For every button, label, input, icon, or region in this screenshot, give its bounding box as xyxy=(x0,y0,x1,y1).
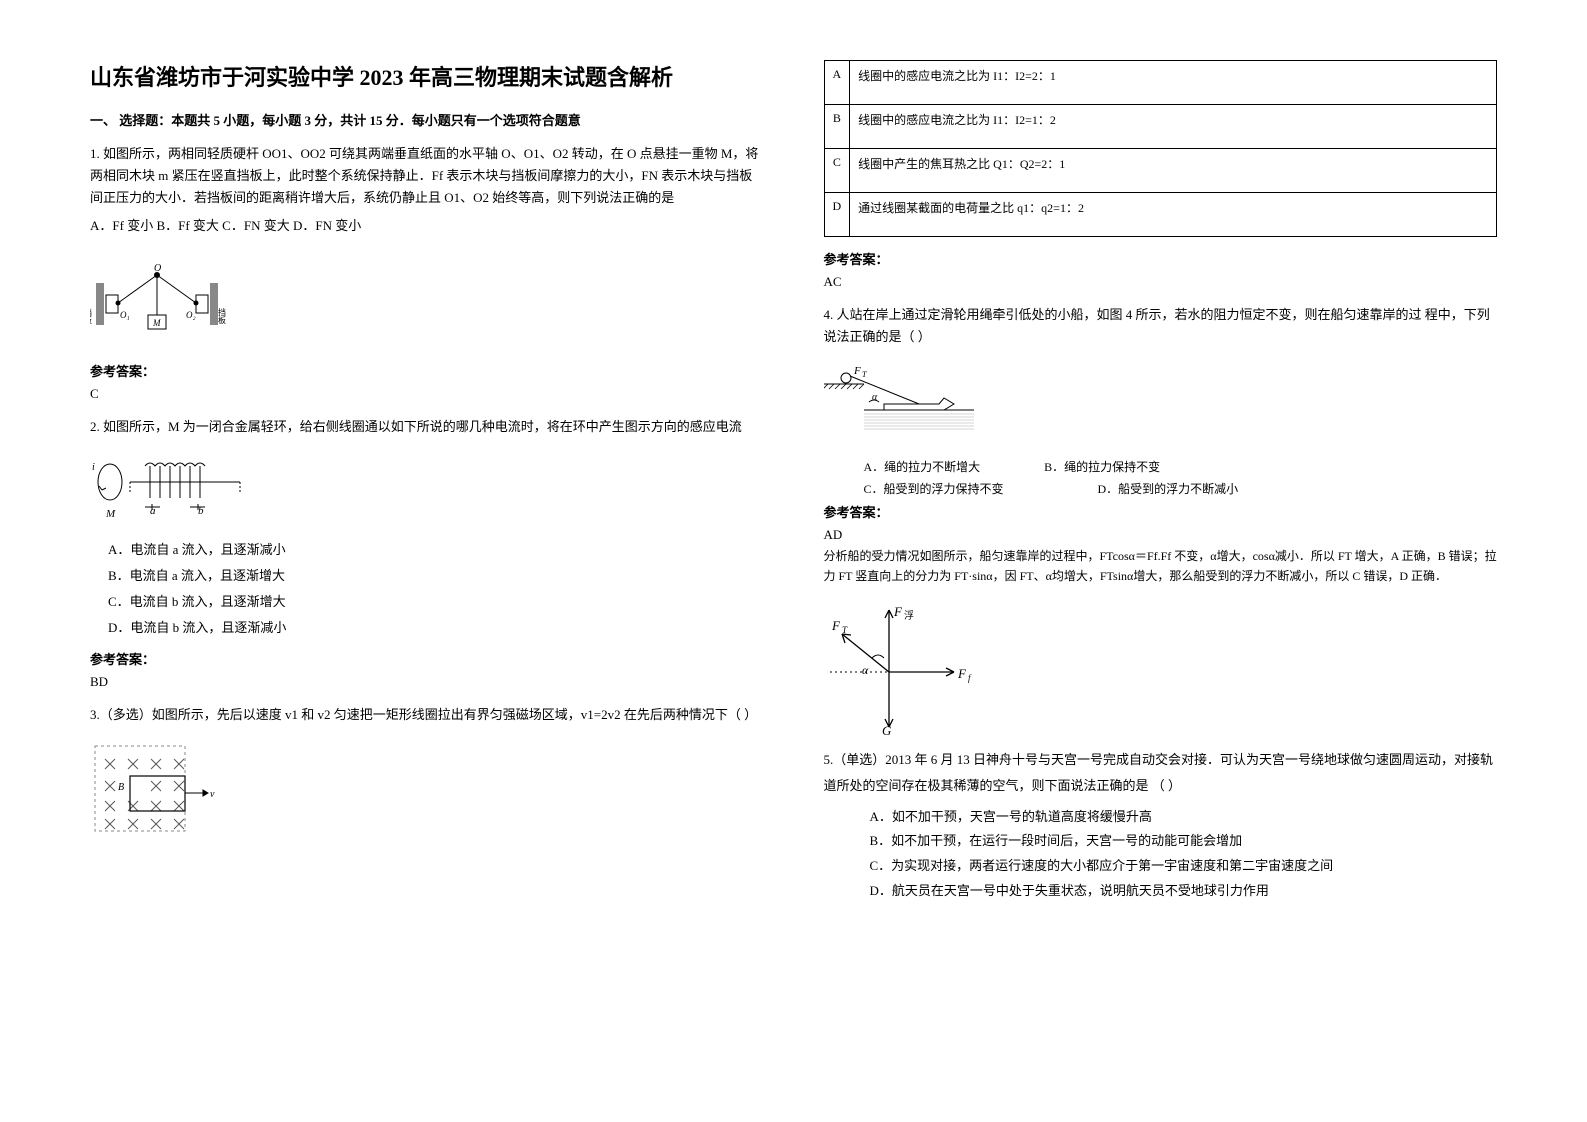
q1-answer: C xyxy=(90,386,764,402)
svg-text:α: α xyxy=(862,663,869,677)
q4-explanation: 分析船的受力情况如图所示，船匀速靠岸的过程中，FTcosα＝Ff.Ff 不变，α… xyxy=(824,547,1498,585)
q4-options-row1: A．绳的拉力不断增大 B．绳的拉力保持不变 xyxy=(824,457,1498,479)
q2-optA: A．电流自 a 流入，且逐渐减小 xyxy=(108,537,764,563)
q4-text: 4. 人站在岸上通过定滑轮用绳牵引低处的小船，如图 4 所示，若水的阻力恒定不变… xyxy=(824,304,1498,348)
q1-figure: O O₁ O₂ M 挡板 挡板 xyxy=(90,253,764,343)
q5-optD: D．航天员在天宫一号中处于失重状态，说明航天员不受地球引力作用 xyxy=(870,879,1498,904)
q4-optA: A．绳的拉力不断增大 xyxy=(864,460,981,474)
q5-text: 5.（单选）2013 年 6 月 13 日神舟十号与天宫一号完成自动交会对接．可… xyxy=(824,747,1498,799)
svg-text:F: F xyxy=(853,365,861,377)
opt-text: 线圈中的感应电流之比为 I1：I2=2：1 xyxy=(850,61,1497,105)
q3-text: 3.（多选）如图所示，先后以速度 v1 和 v2 匀速把一矩形线圈拉出有界匀强磁… xyxy=(90,704,764,726)
q1-diagram-icon: O O₁ O₂ M 挡板 挡板 xyxy=(90,253,240,343)
q4-force-diagram-icon: α FT F浮 Ff G xyxy=(824,602,984,737)
svg-text:O₂: O₂ xyxy=(186,310,196,320)
answer-label-4: 参考答案： xyxy=(824,502,1498,521)
q3-figure: B v xyxy=(90,741,764,836)
opt-text: 通过线圈某截面的电荷量之比 q1：q2=1：2 xyxy=(850,193,1497,237)
q2-diagram-icon: M a b i xyxy=(90,452,270,527)
svg-text:F: F xyxy=(957,666,967,681)
svg-text:T: T xyxy=(862,370,867,379)
table-row: B 线圈中的感应电流之比为 I1：I2=1：2 xyxy=(824,105,1497,149)
q4-optB: B．绳的拉力保持不变 xyxy=(1044,460,1160,474)
svg-text:F: F xyxy=(893,604,903,619)
svg-text:v: v xyxy=(210,789,215,800)
q2-answer: BD xyxy=(90,674,764,690)
svg-text:α: α xyxy=(872,392,878,403)
answer-label: 参考答案： xyxy=(90,361,764,380)
svg-text:i: i xyxy=(92,462,95,473)
section-header: 一、 选择题：本题共 5 小题，每小题 3 分，共计 15 分．每小题只有一个选… xyxy=(90,110,764,129)
q1-text: 1. 如图所示，两相同轻质硬杆 OO1、OO2 可绕其两端垂直纸面的水平轴 O、… xyxy=(90,143,764,209)
opt-text: 线圈中的感应电流之比为 I1：I2=1：2 xyxy=(850,105,1497,149)
q2-optC: C．电流自 b 流入，且逐渐增大 xyxy=(108,589,764,615)
svg-text:M: M xyxy=(152,318,161,328)
q4-optC: C．船受到的浮力保持不变 xyxy=(864,482,1004,496)
svg-text:浮: 浮 xyxy=(904,610,914,622)
answer-label-3: 参考答案： xyxy=(824,249,1498,268)
svg-text:F: F xyxy=(831,618,841,633)
right-column: A 线圈中的感应电流之比为 I1：I2=2：1 B 线圈中的感应电流之比为 I1… xyxy=(824,60,1498,1062)
q4-answer: AD xyxy=(824,527,1498,543)
svg-text:O: O xyxy=(154,263,161,274)
page-title: 山东省潍坊市于河实验中学 2023 年高三物理期末试题含解析 xyxy=(90,60,764,92)
answer-label-2: 参考答案： xyxy=(90,649,764,668)
q5-optC: C．为实现对接，两者运行速度的大小都应介于第一宇宙速度和第二宇宙速度之间 xyxy=(870,854,1498,879)
q4-diagram-icon: FT α xyxy=(824,362,984,447)
svg-text:挡板: 挡板 xyxy=(90,307,93,325)
svg-text:B: B xyxy=(118,782,124,793)
q4-force-figure: α FT F浮 Ff G xyxy=(824,602,1498,737)
q4-optD: D．船受到的浮力不断减小 xyxy=(1098,482,1239,496)
table-row: D 通过线圈某截面的电荷量之比 q1：q2=1：2 xyxy=(824,193,1497,237)
q2-figure: M a b i xyxy=(90,452,764,527)
svg-text:挡板: 挡板 xyxy=(218,307,227,325)
q3-options-table: A 线圈中的感应电流之比为 I1：I2=2：1 B 线圈中的感应电流之比为 I1… xyxy=(824,60,1498,237)
svg-text:M: M xyxy=(105,508,116,520)
table-row: A 线圈中的感应电流之比为 I1：I2=2：1 xyxy=(824,61,1497,105)
q2-text: 2. 如图所示，M 为一闭合金属轻环，给右侧线圈通以如下所说的哪几种电流时，将在… xyxy=(90,416,764,438)
q4-figure: FT α xyxy=(824,362,1498,447)
opt-label: B xyxy=(824,105,850,149)
svg-text:O₁: O₁ xyxy=(120,310,130,320)
table-row: C 线圈中产生的焦耳热之比 Q1：Q2=2：1 xyxy=(824,149,1497,193)
q5-optB: B．如不加干预，在运行一段时间后，天宫一号的动能可能会增加 xyxy=(870,829,1498,854)
q3-diagram-icon: B v xyxy=(90,741,220,836)
q3-answer: AC xyxy=(824,274,1498,290)
opt-text: 线圈中产生的焦耳热之比 Q1：Q2=2：1 xyxy=(850,149,1497,193)
opt-label: C xyxy=(824,149,850,193)
q5-optA: A．如不加干预，天宫一号的轨道高度将缓慢升高 xyxy=(870,805,1498,830)
left-column: 山东省潍坊市于河实验中学 2023 年高三物理期末试题含解析 一、 选择题：本题… xyxy=(90,60,764,1062)
svg-text:G: G xyxy=(882,723,892,737)
svg-text:T: T xyxy=(842,625,848,635)
opt-label: D xyxy=(824,193,850,237)
q4-options-row2: C．船受到的浮力保持不变 D．船受到的浮力不断减小 xyxy=(824,479,1498,501)
q2-optD: D．电流自 b 流入，且逐渐减小 xyxy=(108,615,764,641)
svg-text:f: f xyxy=(968,673,972,683)
opt-label: A xyxy=(824,61,850,105)
q2-optB: B．电流自 a 流入，且逐渐增大 xyxy=(108,563,764,589)
q1-options: A．Ff 变小 B．Ff 变大 C．FN 变大 D．FN 变小 xyxy=(90,215,764,237)
